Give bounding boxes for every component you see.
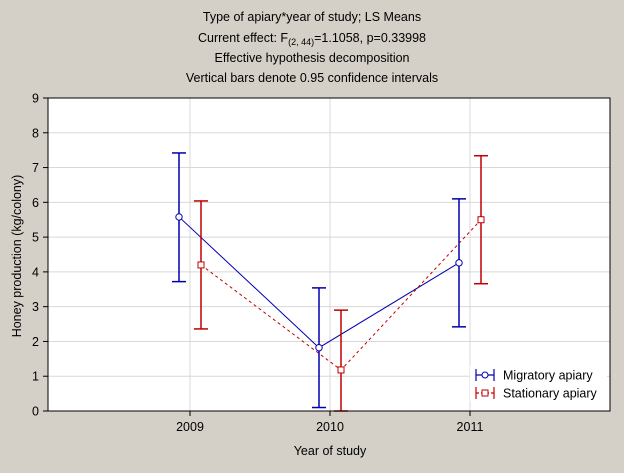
legend-marker-square <box>481 389 489 397</box>
series-layer <box>172 152 488 412</box>
chart-title-line-3: Effective hypothesis decomposition <box>214 51 409 65</box>
y-tick-label: 8 <box>32 126 39 140</box>
y-tick-label: 0 <box>32 405 39 419</box>
chart-title-line-2: Current effect: F(2, 44)=1.1058, p=0.339… <box>198 31 426 47</box>
data-point-circle <box>455 259 463 267</box>
data-point-square <box>477 216 485 224</box>
legend-label: Stationary apiary <box>503 387 598 401</box>
legend-item: Stationary apiary <box>475 387 598 401</box>
current-effect-subscript: (2, 44) <box>288 37 314 47</box>
chart-title-line-4: Vertical bars denote 0.95 confidence int… <box>186 71 438 85</box>
x-tick-label: 2010 <box>316 420 344 434</box>
legend-marker-circle <box>481 371 489 379</box>
axes: 0 1 2 3 4 5 6 7 8 9 2009 2010 2011 <box>32 92 483 435</box>
data-point-square <box>197 261 205 269</box>
y-tick-label: 6 <box>32 196 39 210</box>
y-axis-label: Honey production (kg/colony) <box>10 175 24 338</box>
data-point-circle <box>175 213 183 221</box>
grid <box>48 98 610 411</box>
series-migratory-apiary <box>172 152 466 409</box>
legend-box <box>470 365 607 401</box>
y-tick-label: 3 <box>32 300 39 314</box>
x-axis-label: Year of study <box>294 444 367 458</box>
data-point-circle <box>315 344 323 352</box>
plot-frame <box>47 97 611 412</box>
legend-item: Migratory apiary <box>475 369 593 383</box>
x-tick-label: 2011 <box>457 420 484 434</box>
legend-label: Migratory apiary <box>503 369 593 383</box>
plot-area <box>47 97 611 412</box>
y-tick-label: 1 <box>32 370 39 384</box>
y-tick-label: 7 <box>32 161 39 175</box>
y-tick-label: 5 <box>32 231 39 245</box>
data-point-square <box>337 366 345 374</box>
y-tick-label: 2 <box>32 335 39 349</box>
legend: Migratory apiary Stationary apiary <box>470 365 607 401</box>
y-tick-label: 9 <box>32 92 39 106</box>
x-tick-label: 2009 <box>176 420 204 434</box>
current-effect-label: Current effect: F <box>198 31 288 45</box>
chart-title-line-1: Type of apiary*year of study; LS Means <box>203 10 421 24</box>
current-effect-value: =1.1058, p=0.33998 <box>314 31 426 45</box>
series-stationary-apiary <box>194 154 488 412</box>
y-tick-label: 4 <box>32 265 39 279</box>
